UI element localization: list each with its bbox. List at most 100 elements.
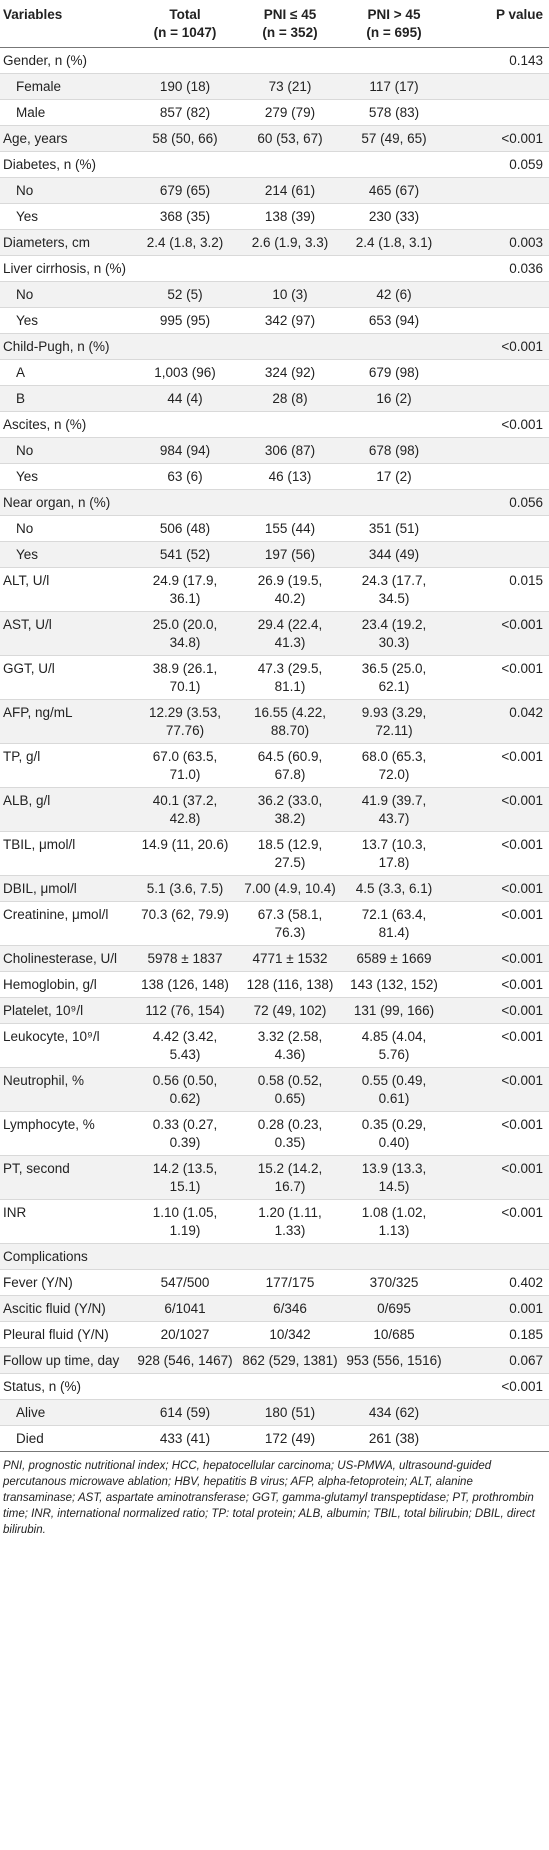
pni-low-cell	[238, 152, 342, 178]
pni-high-cell: 434 (62)	[342, 1399, 446, 1426]
baseline-characteristics-table: Variables Total (n = 1047) PNI ≤ 45 (n =…	[0, 0, 549, 1452]
p-value-cell: <0.001	[446, 1067, 549, 1112]
pni-low-cell: 46 (13)	[268, 469, 312, 484]
pni-low-cell: 177/175	[265, 1275, 315, 1290]
table-row: GGT, U/l 38.9 (26.1, 70.1) 47.3 (29.5, 81.…	[0, 656, 549, 700]
table-row: Hemoglobin, g/l 138 (126, 148) 128 (116, 1…	[0, 972, 549, 998]
total-cell: 44 (4)	[132, 385, 238, 412]
header-variables: Variables	[0, 0, 132, 48]
table-row: Gender, n (%) 0.143	[0, 48, 549, 74]
pni-high-cell: 4.85 (4.04, 5.76)	[361, 1029, 427, 1062]
pni-low-cell	[238, 48, 342, 74]
pni-high-cell: 23.4 (19.2, 30.3)	[342, 611, 446, 656]
pni-high-cell: 68.0 (65.3, 72.0)	[361, 749, 427, 782]
table-row: Near organ, n (%) 0.056	[0, 489, 549, 516]
total-cell: 40.1 (37.2, 42.8)	[132, 787, 238, 832]
total-cell: 5.1 (3.6, 7.5)	[132, 875, 238, 902]
variable-cell: Fever (Y/N)	[3, 1275, 73, 1290]
table-row: Neutrophil, % 0.56 (0.50, 0.62) 0.58 (0.52…	[0, 1067, 549, 1112]
table-row: AST, U/l 25.0 (20.0, 34.8) 29.4 (22.4, 41.…	[0, 611, 549, 656]
pni-high-cell: 41.9 (39.7, 43.7)	[342, 787, 446, 832]
p-value-cell	[446, 385, 549, 412]
total-cell: 4.42 (3.42, 5.43)	[152, 1029, 218, 1062]
p-value-cell: 0.143	[509, 53, 543, 68]
pni-low-cell: 36.2 (33.0, 38.2)	[238, 787, 342, 832]
pni-low-cell: 60 (53, 67)	[238, 125, 342, 152]
pni-high-cell: 17 (2)	[376, 469, 412, 484]
pni-low-cell: 47.3 (29.5, 81.1)	[257, 661, 323, 694]
total-cell	[132, 48, 238, 74]
pni-low-cell: 10 (3)	[238, 281, 342, 308]
table-row: Ascites, n (%) <0.001	[0, 412, 549, 438]
pni-low-cell	[238, 333, 342, 360]
p-value-cell: <0.001	[501, 417, 543, 432]
variable-cell: Near organ, n (%)	[0, 489, 132, 516]
p-value-cell: <0.001	[446, 125, 549, 152]
pni-high-cell: 230 (33)	[368, 209, 420, 224]
pni-high-cell: 653 (94)	[368, 313, 420, 328]
total-cell	[132, 1374, 238, 1400]
variable-cell: Child-Pugh, n (%)	[0, 333, 132, 360]
header-pni-high-label: PNI > 45	[367, 7, 421, 22]
total-cell	[132, 1243, 238, 1270]
pni-high-cell: 1.08 (1.02, 1.13)	[361, 1205, 427, 1238]
total-cell: 25.0 (20.0, 34.8)	[132, 611, 238, 656]
pni-high-cell: 24.3 (17.7, 34.5)	[361, 573, 427, 606]
table-row: Creatinine, μmol/l 70.3 (62, 79.9) 67.3 (5…	[0, 902, 549, 946]
pni-high-cell: 72.1 (63.4, 81.4)	[361, 907, 427, 940]
total-cell: 995 (95)	[159, 313, 211, 328]
pni-low-cell: 180 (51)	[238, 1399, 342, 1426]
table-row: Ascitic fluid (Y/N) 6/1041 6/346 0/695 0.001	[0, 1295, 549, 1322]
variable-cell: Lymphocyte, %	[3, 1117, 95, 1132]
variable-cell: TP, g/l	[3, 749, 41, 764]
table-row: TP, g/l 67.0 (63.5, 71.0) 64.5 (60.9, 67.8…	[0, 744, 549, 788]
table-header-row: Variables Total (n = 1047) PNI ≤ 45 (n =…	[0, 0, 549, 48]
pni-low-cell: 3.32 (2.58, 4.36)	[257, 1029, 323, 1062]
pni-low-cell: 342 (97)	[264, 313, 316, 328]
total-cell: 52 (5)	[132, 281, 238, 308]
pni-high-cell: 4.5 (3.3, 6.1)	[342, 875, 446, 902]
header-pni-high-n: (n = 695)	[366, 25, 422, 40]
total-cell: 1.10 (1.05, 1.19)	[152, 1205, 218, 1238]
pni-low-cell: 138 (39)	[264, 209, 316, 224]
table-row: No 679 (65) 214 (61) 465 (67)	[0, 177, 549, 204]
p-value-cell	[446, 177, 549, 204]
table-row: B 44 (4) 28 (8) 16 (2)	[0, 385, 549, 412]
p-value-cell: <0.001	[446, 1155, 549, 1200]
variable-cell: Follow up time, day	[0, 1347, 132, 1374]
total-cell	[132, 152, 238, 178]
pni-high-cell	[342, 1243, 446, 1270]
total-cell: 38.9 (26.1, 70.1)	[152, 661, 218, 694]
table-row: Platelet, 10⁹/l 112 (76, 154) 72 (49, 102)…	[0, 997, 549, 1024]
variable-cell: Creatinine, μmol/l	[3, 907, 109, 922]
total-cell	[132, 489, 238, 516]
table-row: Diameters, cm 2.4 (1.8, 3.2) 2.6 (1.9, 3.3…	[0, 229, 549, 256]
total-cell: 984 (94)	[132, 437, 238, 464]
pni-low-cell: 64.5 (60.9, 67.8)	[257, 749, 323, 782]
p-value-cell: <0.001	[501, 977, 543, 992]
total-cell: 547/500	[160, 1275, 210, 1290]
pni-high-cell	[342, 1374, 446, 1400]
total-cell: 928 (546, 1467)	[132, 1347, 238, 1374]
variable-cell: Neutrophil, %	[0, 1067, 132, 1112]
total-cell: 14.9 (11, 20.6)	[141, 837, 229, 852]
total-cell: 138 (126, 148)	[141, 977, 229, 992]
pni-high-cell: 0.35 (0.29, 0.40)	[361, 1117, 427, 1150]
pni-low-cell: 324 (92)	[264, 365, 316, 380]
p-value-cell: <0.001	[446, 875, 549, 902]
table-row: ALB, g/l 40.1 (37.2, 42.8) 36.2 (33.0, 38.…	[0, 787, 549, 832]
p-value-cell: 0.003	[446, 229, 549, 256]
pni-low-cell: 172 (49)	[264, 1431, 316, 1446]
p-value-cell	[446, 437, 549, 464]
table-row: DBIL, μmol/l 5.1 (3.6, 7.5) 7.00 (4.9, 10.…	[0, 875, 549, 902]
pni-high-cell: 16 (2)	[342, 385, 446, 412]
p-value-cell	[446, 464, 549, 490]
table-row: Alive 614 (59) 180 (51) 434 (62)	[0, 1399, 549, 1426]
total-cell: 190 (18)	[132, 73, 238, 100]
p-value-cell: <0.001	[446, 611, 549, 656]
p-value-cell: 0.402	[509, 1275, 543, 1290]
variable-cell: Yes	[16, 313, 39, 328]
pni-high-cell	[342, 48, 446, 74]
pni-low-cell	[238, 256, 342, 282]
variable-cell: Ascitic fluid (Y/N)	[0, 1295, 132, 1322]
